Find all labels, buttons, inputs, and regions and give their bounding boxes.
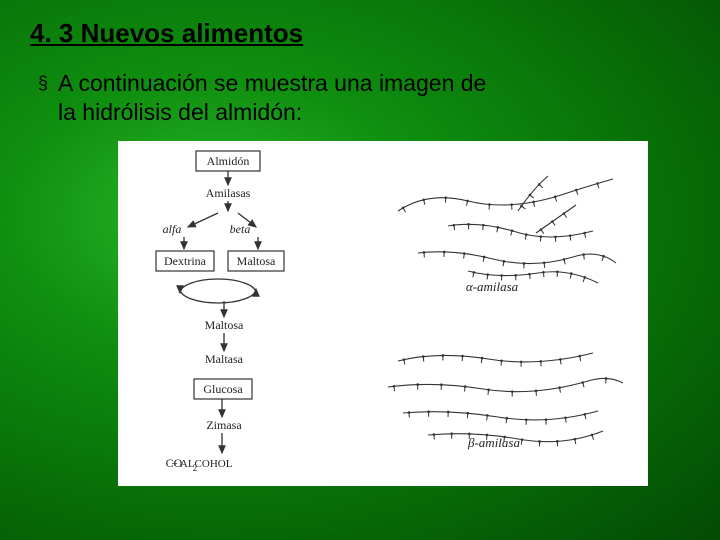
svg-text:Glucosa: Glucosa: [203, 382, 243, 396]
svg-text:Maltasa: Maltasa: [205, 352, 244, 366]
slide: 4. 3 Nuevos alimentos § A continuación s…: [0, 0, 720, 540]
svg-text:Maltosa: Maltosa: [237, 254, 276, 268]
bullet-glyph: §: [38, 73, 48, 94]
svg-text:Amilasas: Amilasas: [206, 186, 251, 200]
body-line-2: la hidrólisis del almidón:: [58, 99, 302, 125]
svg-text:Maltosa: Maltosa: [205, 318, 244, 332]
bullet-item: § A continuación se muestra una imagen d…: [30, 69, 690, 127]
slide-title: 4. 3 Nuevos alimentos: [30, 18, 690, 49]
svg-text:Zimasa: Zimasa: [206, 418, 242, 432]
svg-text:+ ALCOHOL: + ALCOHOL: [172, 458, 233, 470]
svg-text:α-amilasa: α-amilasa: [466, 279, 519, 294]
body-text: A continuación se muestra una imagen de …: [58, 69, 486, 127]
diagram-container: Almidón Dextrina Maltosa Glucosa Amilasas al…: [118, 141, 648, 486]
svg-text:beta: beta: [230, 222, 251, 236]
svg-text:β-amilasa: β-amilasa: [467, 435, 520, 450]
svg-text:alfa: alfa: [163, 222, 182, 236]
svg-text:Almidón: Almidón: [207, 154, 250, 168]
body-line-1: A continuación se muestra una imagen de: [58, 70, 486, 96]
svg-text:Dextrina: Dextrina: [164, 254, 207, 268]
diagram-svg: Almidón Dextrina Maltosa Glucosa Amilasas al…: [118, 141, 648, 486]
